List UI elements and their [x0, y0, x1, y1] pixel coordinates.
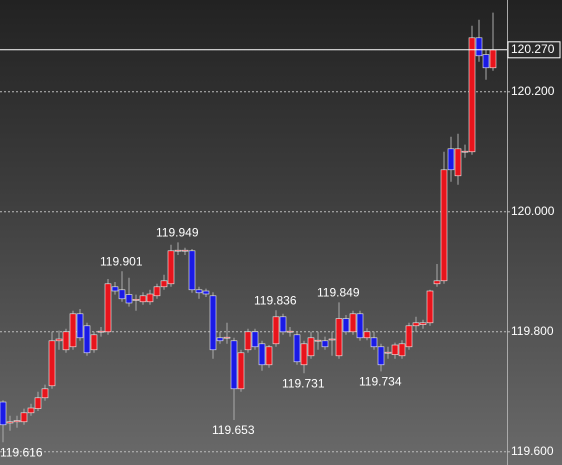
- candle-body: [202, 290, 210, 295]
- candle-body: [153, 286, 161, 297]
- candle-body: [419, 322, 427, 325]
- candle-body: [174, 249, 182, 252]
- candle-body: [328, 338, 336, 341]
- annotation: 119.949: [156, 226, 199, 240]
- annotation: 119.653: [212, 423, 255, 437]
- candle-body: [370, 337, 378, 348]
- candle-body: [258, 343, 266, 366]
- candle-body: [97, 330, 105, 333]
- candle-body: [76, 313, 84, 339]
- candle-body: [20, 412, 28, 423]
- candle-body: [426, 290, 434, 324]
- candle-body: [433, 280, 441, 285]
- candle-body: [62, 331, 70, 351]
- candle-body: [307, 337, 315, 357]
- candle-body: [69, 313, 77, 348]
- candle-body: [363, 331, 371, 339]
- candle-body: [55, 338, 63, 342]
- candle-body: [468, 37, 476, 153]
- candle-body: [181, 249, 189, 252]
- annotation: 119.731: [282, 376, 325, 390]
- candle-body: [83, 325, 91, 354]
- candle-body: [454, 148, 462, 177]
- last-price-box: [507, 41, 561, 59]
- candle-body: [398, 343, 406, 357]
- candle-body: [118, 289, 126, 300]
- candle-body: [167, 250, 175, 285]
- candle-body: [314, 339, 322, 342]
- candle-body: [405, 325, 413, 348]
- candle-body: [461, 150, 469, 153]
- candle-body: [265, 346, 273, 366]
- candle-body: [391, 344, 399, 355]
- y-tick-label: 119.600: [511, 444, 554, 458]
- candle-body: [41, 388, 49, 399]
- candle-body: [48, 340, 56, 387]
- candle-body: [111, 286, 119, 292]
- candle-body: [384, 351, 392, 354]
- candle-body: [223, 336, 231, 339]
- annotation: 119.849: [317, 286, 360, 300]
- candle-body: [475, 37, 483, 57]
- y-tick-label: 119.800: [511, 324, 554, 338]
- candle-body: [216, 337, 224, 342]
- candle-body: [412, 322, 420, 327]
- candle-body: [90, 334, 98, 351]
- candle-body: [251, 331, 259, 348]
- candle-body: [13, 420, 21, 423]
- candle-body: [146, 293, 154, 303]
- candle-body: [335, 318, 343, 357]
- candle-body: [489, 49, 497, 69]
- candle-body: [244, 331, 252, 351]
- candle-body: [209, 295, 217, 351]
- candle-body: [300, 343, 308, 366]
- y-tick-label: 120.200: [511, 84, 555, 98]
- candle-body: [482, 54, 490, 69]
- candle-body: [377, 346, 385, 366]
- candle-body: [447, 148, 455, 171]
- candle-body: [230, 340, 238, 390]
- candle-body: [132, 299, 140, 301]
- candle-body: [286, 330, 294, 333]
- candle-body: [321, 340, 329, 348]
- candle-body: [34, 397, 42, 409]
- candle-body: [279, 316, 287, 333]
- candle-body: [0, 401, 7, 426]
- y-tick-label: 120.000: [511, 204, 555, 218]
- candle-body: [6, 421, 14, 424]
- annotation: 119.734: [359, 375, 402, 389]
- candle-body: [195, 289, 203, 294]
- candle-body: [125, 294, 133, 304]
- candle-body: [27, 407, 35, 414]
- annotation: 119.616: [0, 445, 43, 459]
- candle-body: [342, 318, 350, 333]
- candle-body: [237, 352, 245, 390]
- candle-body: [349, 313, 357, 333]
- candle-body: [104, 283, 112, 333]
- candle-body: [160, 280, 168, 288]
- last-price-label: 120.270: [511, 42, 555, 56]
- annotation: 119.836: [254, 293, 297, 307]
- candle-body: [139, 295, 147, 303]
- candle-body: [188, 250, 196, 291]
- candle-body: [440, 169, 448, 282]
- candle-body: [272, 316, 280, 345]
- candle-body: [356, 313, 364, 339]
- candle-body: [293, 334, 301, 363]
- annotation: 119.901: [100, 254, 143, 268]
